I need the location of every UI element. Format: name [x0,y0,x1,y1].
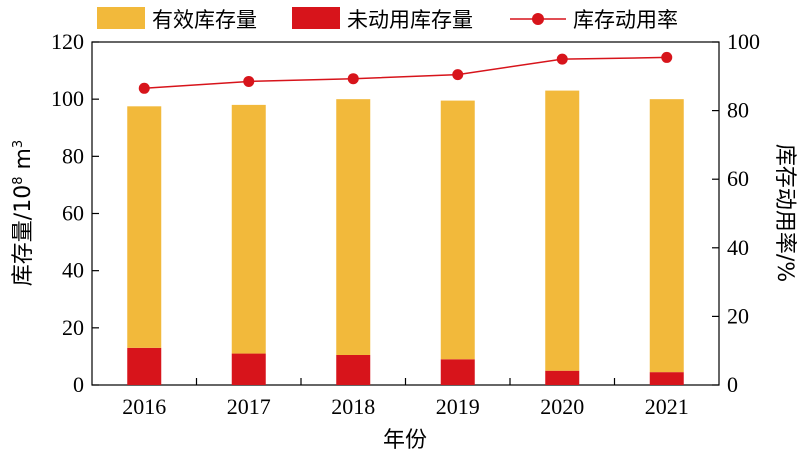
right-y-tick-label-0: 0 [727,372,738,397]
bar-effective-2017 [231,104,266,354]
legend: 有效库存量 未动用库存量 库存动用率 [97,7,678,32]
left-y-tick-label-80: 80 [62,143,84,168]
rate-point-2017 [243,75,255,87]
x-tick-label-2019: 2019 [436,394,480,419]
x-tick-label-2020: 2020 [540,394,584,419]
bar-effective-2016 [127,106,162,348]
left-y-tick-label-40: 40 [62,258,84,283]
bar-effective-2018 [336,99,371,355]
legend-marker-rate [532,13,544,25]
legend-label-effective: 有效库存量 [152,8,257,32]
right-y-tick-label-60: 60 [727,166,749,191]
right-y-axis-title: 库存动用率/% [772,144,797,282]
rate-point-2016 [138,82,150,94]
x-axis-title: 年份 [383,428,427,453]
x-tick-label-2017: 2017 [227,394,271,419]
bar-effective-2019 [440,100,475,360]
right-y-tick-label-100: 100 [727,29,760,54]
left-y-tick-label-60: 60 [62,201,84,226]
left-y-tick-label-0: 0 [73,372,84,397]
left-y-axis-title: 库存量/108 m3 [11,140,36,286]
rate-point-2021 [661,51,673,63]
right-y-tick-label-20: 20 [727,303,749,328]
right-y-axis: 0 20 40 60 80 100 [712,29,760,397]
right-y-tick-label-80: 80 [727,98,749,123]
bar-unused-2018 [336,354,371,385]
x-tick-label-2018: 2018 [331,394,375,419]
left-y-tick-label-120: 120 [51,29,84,54]
bars-layer [127,90,684,385]
legend-label-rate: 库存动用率 [573,8,678,32]
rate-line-layer [138,51,673,94]
bar-unused-2021 [649,372,684,385]
x-axis: 2016 2017 2018 2019 2020 2021 [122,378,689,419]
legend-swatch-unused [292,7,340,29]
rate-point-2018 [347,73,359,85]
rate-point-2019 [452,69,464,81]
bar-unused-2019 [440,359,475,385]
left-y-tick-label-100: 100 [51,86,84,111]
x-tick-label-2021: 2021 [645,394,689,419]
left-y-tick-label-20: 20 [62,315,84,340]
bar-effective-2021 [649,99,684,373]
bar-unused-2017 [231,353,266,385]
left-y-axis: 0 20 40 60 80 100 120 [51,29,99,397]
left-y-axis-title-main: 库存量/10 [11,185,36,286]
rate-line [144,56,667,90]
x-tick-label-2016: 2016 [122,394,166,419]
plot-frame [91,41,720,386]
left-y-axis-title-exp: 8 [11,177,26,185]
bar-unused-2016 [127,347,162,385]
bar-unused-2020 [545,370,580,385]
legend-swatch-effective [97,7,145,29]
left-y-axis-title-unit-exp: 3 [11,140,26,148]
legend-label-unused: 未动用库存量 [347,8,473,32]
right-y-tick-label-40: 40 [727,235,749,260]
rate-point-2020 [556,53,568,65]
bar-effective-2020 [545,90,580,371]
left-y-axis-title-unit: m [11,148,36,176]
